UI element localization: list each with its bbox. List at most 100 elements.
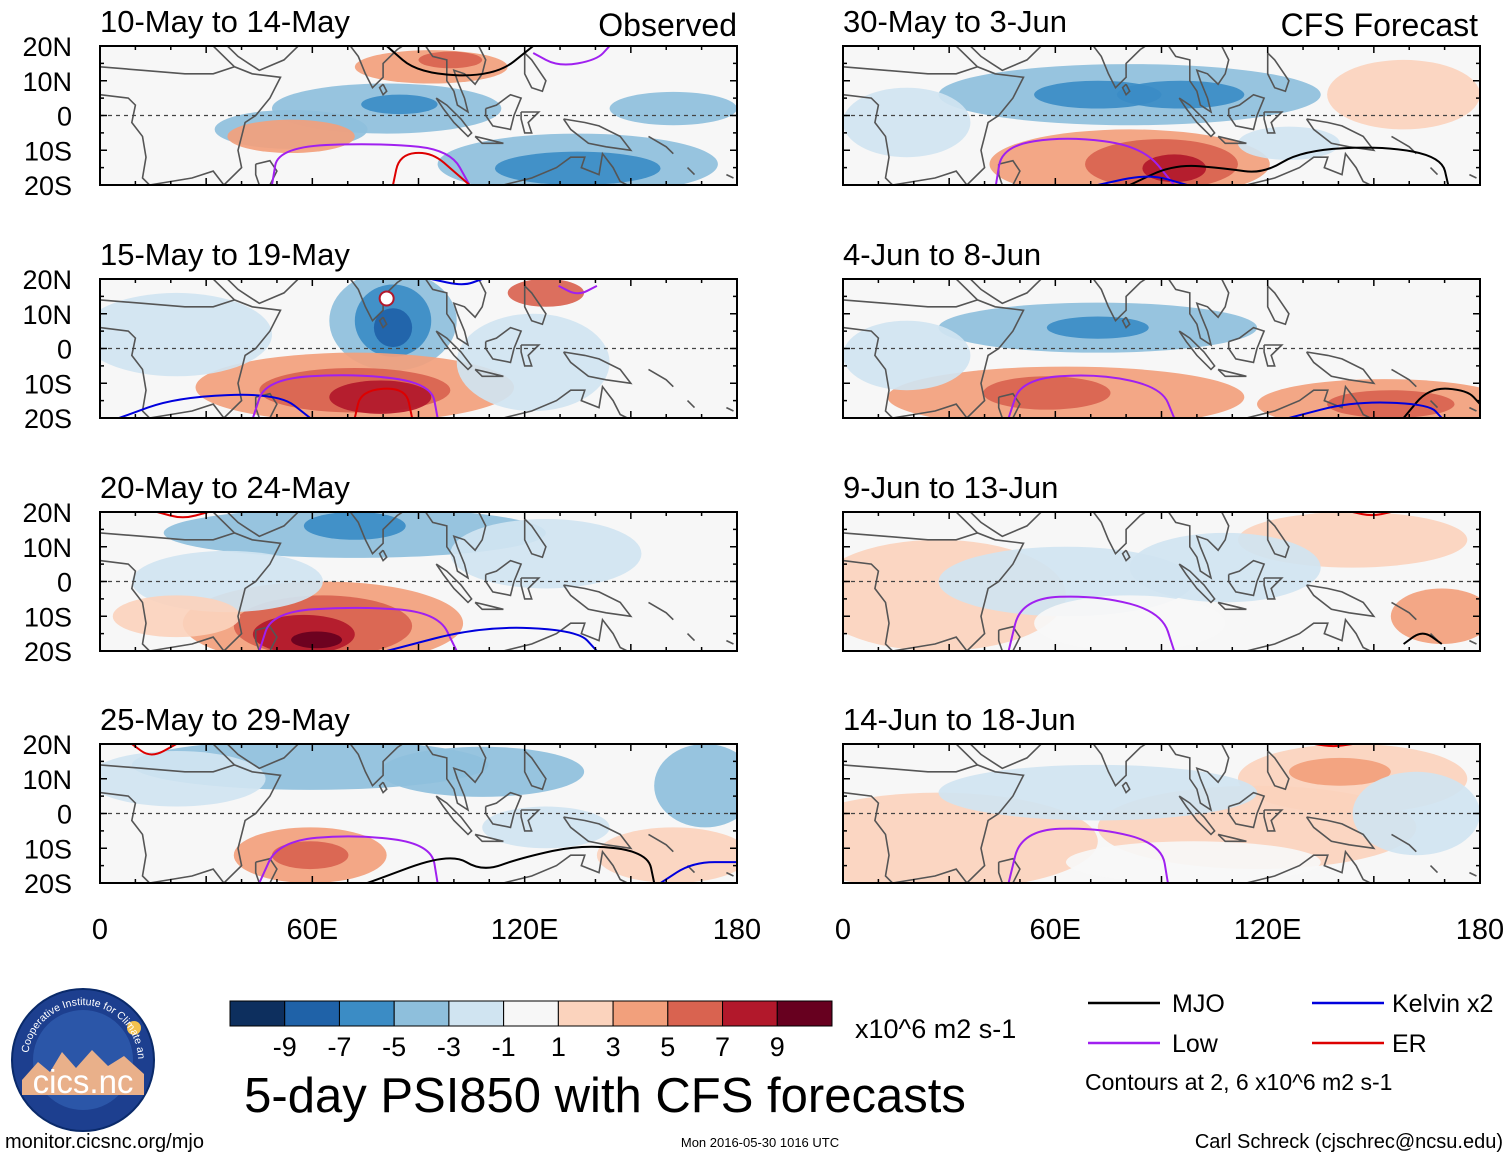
coastline <box>1121 781 1131 794</box>
coastline <box>997 625 1021 651</box>
low-contour <box>1007 827 1169 883</box>
anomaly-shading <box>843 320 971 391</box>
colorbar-swatch <box>722 1000 778 1027</box>
coastline <box>686 633 696 642</box>
coastline <box>520 809 541 832</box>
coastline <box>1167 279 1230 347</box>
colorbar-swatch <box>612 1000 669 1027</box>
anomaly-shading <box>1046 316 1149 339</box>
coastline <box>424 744 487 812</box>
kelvin-contour <box>660 861 737 883</box>
coastline <box>892 868 968 883</box>
colorbar-tick-label: -3 <box>437 1032 461 1062</box>
coastline <box>484 559 523 597</box>
coastline <box>969 279 1042 305</box>
coastline <box>1178 97 1216 138</box>
coastline <box>969 46 1042 72</box>
coastline <box>484 326 523 364</box>
colorbar-tick-label: -5 <box>382 1032 406 1062</box>
anomaly-shading <box>271 841 349 870</box>
coastline <box>1391 601 1417 621</box>
anomaly-shading <box>983 376 1111 410</box>
kelvin-contour <box>118 393 311 418</box>
anomaly-shading <box>843 87 971 158</box>
coastline <box>1266 52 1290 93</box>
panel-field <box>843 46 1480 185</box>
coastline <box>1263 809 1284 832</box>
panel-field <box>843 744 1480 883</box>
low-contour <box>258 606 458 651</box>
mountains-icon <box>22 1050 144 1095</box>
coastline <box>648 135 674 155</box>
coastline <box>226 46 299 72</box>
panel-title: 10-May to 14-May <box>100 4 350 39</box>
lat-tick-label: 10S <box>24 602 72 632</box>
coastline <box>254 625 278 651</box>
coastline <box>333 744 405 788</box>
anomaly-shading <box>938 764 1258 821</box>
panel-title: 14-Jun to 18-Jun <box>843 702 1076 737</box>
lon-tick-label: 0 <box>92 914 108 946</box>
coastline <box>843 532 978 541</box>
lat-tick-label: 10S <box>24 834 72 864</box>
lat-tick-label: 0 <box>57 568 72 598</box>
mjo-contour <box>386 46 534 77</box>
coastline <box>726 406 734 412</box>
map-panel-3: 20-May to 24-May 20N 10N 0 10S 20S <box>22 470 738 667</box>
coastline <box>1469 871 1477 877</box>
coastline <box>226 512 299 538</box>
lat-tick-label: 20N <box>22 730 72 760</box>
colorbar-tick-label: 9 <box>770 1032 785 1062</box>
footer-timestamp: Mon 2016-05-30 1016 UTC <box>681 1135 839 1150</box>
lat-tick-label: 20N <box>22 32 72 62</box>
map-panel-8: 14-Jun to 18-Jun <box>842 702 1481 884</box>
coastline <box>378 781 388 794</box>
colorbar-tick-label: 7 <box>715 1032 730 1062</box>
coastline <box>1121 316 1131 329</box>
anomaly-shading <box>100 750 266 807</box>
panel-title: 9-Jun to 13-Jun <box>843 470 1058 505</box>
colorbar: -9 -7 -5 -3 -1 1 3 5 7 9 <box>229 1000 833 1062</box>
coastline <box>726 173 734 179</box>
lat-tick-label: 20N <box>22 498 72 528</box>
figure-title: 5-day PSI850 with CFS forecasts <box>244 1069 966 1123</box>
coastline <box>1429 167 1439 176</box>
anomaly-shading <box>1237 126 1340 160</box>
coastline <box>1167 512 1230 580</box>
coastline <box>503 849 628 883</box>
coastline <box>149 636 225 651</box>
legend: MJO Kelvin x2 Low ER Contours at 2, 6 x1… <box>1085 990 1493 1095</box>
coastline <box>1076 46 1148 90</box>
coastline <box>149 868 225 883</box>
coastline <box>1076 744 1148 788</box>
coastline <box>843 66 978 75</box>
footer-author[interactable]: Carl Schreck (cjschrec@ncsu.edu) <box>1195 1131 1503 1153</box>
map-panel-7: 9-Jun to 13-Jun <box>842 470 1481 652</box>
footer-website[interactable]: monitor.cicsnc.org/mjo <box>5 1131 204 1153</box>
lat-tick-label: 10N <box>22 533 72 563</box>
colorbar-tick-label: 1 <box>551 1032 566 1062</box>
coastline <box>686 167 696 176</box>
coastline <box>100 326 151 418</box>
coastline <box>1246 849 1371 883</box>
lat-tick-label: 20S <box>24 404 72 434</box>
coastline <box>378 316 388 329</box>
anomaly-shading <box>1327 59 1480 130</box>
colorbar-tick-label: -7 <box>327 1032 351 1062</box>
coastline <box>686 400 696 409</box>
anomaly-shading <box>1034 595 1226 651</box>
coastline <box>1305 118 1376 152</box>
coastline <box>435 563 473 604</box>
lat-tick-label: 10N <box>22 765 72 795</box>
anomaly-shading <box>100 292 272 377</box>
lon-tick-label: 120E <box>1234 914 1302 946</box>
coastline <box>1217 833 1247 843</box>
lon-tick-label: 60E <box>287 914 339 946</box>
coastline <box>100 46 282 185</box>
lon-tick-label: 120E <box>491 914 559 946</box>
logo-text: cics.nc <box>33 1063 134 1100</box>
coastline <box>843 46 1025 185</box>
panel-title: 4-Jun to 8-Jun <box>843 237 1041 272</box>
coastline <box>484 93 523 131</box>
coastline <box>435 795 473 836</box>
